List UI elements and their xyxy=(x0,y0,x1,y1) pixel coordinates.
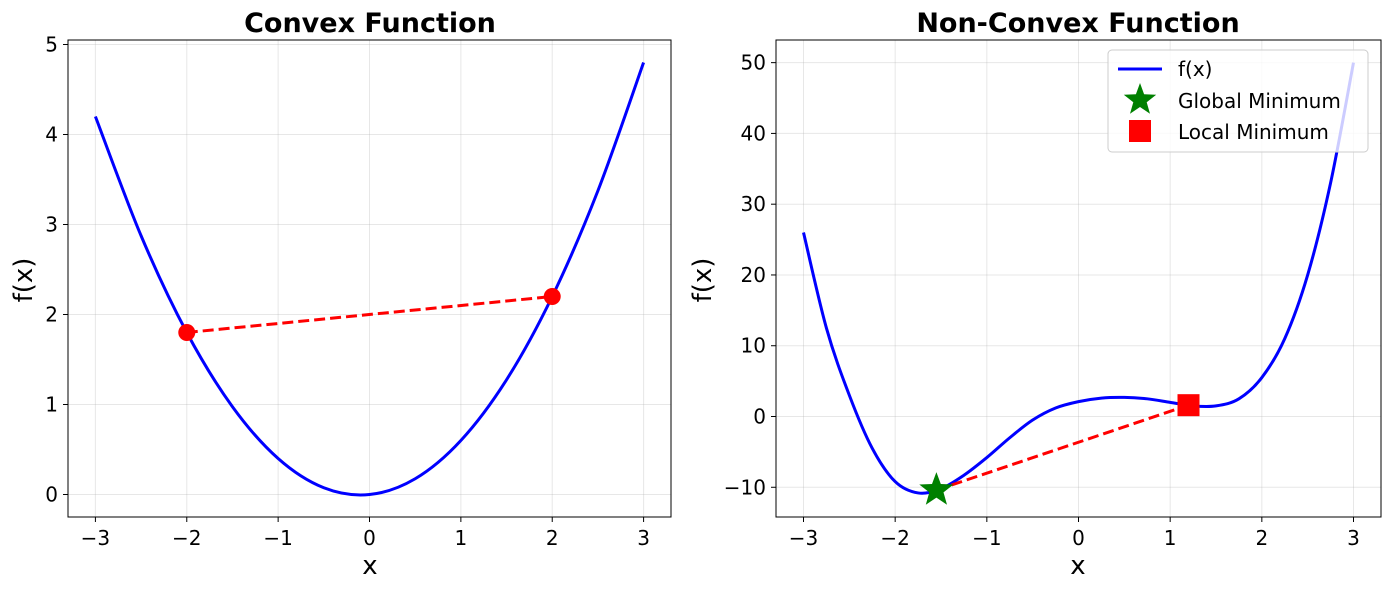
convex-y-tick-label: 5 xyxy=(45,33,58,57)
non-convex-x-tick-label: 0 xyxy=(1072,526,1085,550)
legend-label-global-minimum: Global Minimum xyxy=(1178,89,1341,113)
non-convex-y-ticks: −10 0 10 20 30 40 50 xyxy=(724,51,776,499)
legend-box xyxy=(1107,49,1369,153)
convex-chord-endpoint xyxy=(178,324,196,341)
convex-y-tick-label: 4 xyxy=(45,123,58,147)
non-convex-title: Non-Convex Function xyxy=(916,8,1239,39)
convex-x-tick-label: 3 xyxy=(637,526,650,550)
non-convex-x-ticks: −3 −2 −1 0 1 2 3 xyxy=(789,517,1360,550)
non-convex-chord-line xyxy=(935,403,1189,492)
non-convex-y-tick-label: −10 xyxy=(724,475,766,499)
convex-y-axis-label: f(x) xyxy=(9,258,39,303)
convex-x-tick-label: −2 xyxy=(172,526,201,550)
convex-x-tick-label: −1 xyxy=(263,526,292,550)
convex-y-tick-label: 3 xyxy=(45,213,58,237)
convex-x-tick-label: 0 xyxy=(363,526,376,550)
convex-x-tick-label: 1 xyxy=(454,526,467,550)
non-convex-y-tick-label: 0 xyxy=(753,405,766,429)
convex-y-tick-label: 0 xyxy=(45,483,58,507)
non-convex-y-tick-label: 10 xyxy=(741,334,766,358)
convex-x-ticks: −3 −2 −1 0 1 2 3 xyxy=(81,517,650,550)
local-minimum-square-marker xyxy=(1177,394,1200,417)
convex-x-tick-label: 2 xyxy=(546,526,559,550)
convex-chart: −3 −2 −1 0 1 2 3 0 1 2 3 4 5 Convex Function x f(x) xyxy=(9,8,672,581)
non-convex-y-tick-label: 20 xyxy=(741,263,766,287)
convex-y-ticks: 0 1 2 3 4 5 xyxy=(45,33,68,507)
non-convex-x-tick-label: −2 xyxy=(880,526,909,550)
convex-title: Convex Function xyxy=(244,8,496,39)
convex-plot-area xyxy=(94,61,646,497)
legend-label-local-minimum: Local Minimum xyxy=(1178,120,1329,144)
non-convex-x-tick-label: 2 xyxy=(1255,526,1268,550)
non-convex-x-tick-label: −3 xyxy=(789,526,818,550)
non-convex-legend: f(x) Global Minimum Local Minimum xyxy=(1107,49,1369,153)
non-convex-curve xyxy=(802,62,1355,495)
non-convex-y-tick-label: 30 xyxy=(741,192,766,216)
convex-chord-endpoint xyxy=(543,288,561,305)
convex-chord-line xyxy=(186,295,553,334)
legend-label-curve: f(x) xyxy=(1178,57,1212,81)
non-convex-plot-area xyxy=(802,62,1355,505)
legend-star-icon xyxy=(1123,83,1157,114)
non-convex-x-tick-label: 1 xyxy=(1164,526,1177,550)
non-convex-y-axis-label: f(x) xyxy=(688,258,718,303)
non-convex-x-tick-label: 3 xyxy=(1347,526,1360,550)
global-minimum-star-marker xyxy=(919,472,954,505)
convex-x-axis-label: x xyxy=(362,551,377,581)
non-convex-x-tick-label: −1 xyxy=(972,526,1001,550)
non-convex-y-tick-label: 50 xyxy=(741,51,766,75)
legend-square-icon xyxy=(1129,120,1151,142)
non-convex-x-axis-label: x xyxy=(1070,551,1085,581)
non-convex-y-tick-label: 40 xyxy=(741,121,766,145)
convex-grid xyxy=(68,40,671,517)
convex-x-tick-label: −3 xyxy=(81,526,110,550)
convex-y-tick-label: 2 xyxy=(45,303,58,327)
convex-curve xyxy=(94,61,646,497)
convex-y-tick-label: 1 xyxy=(45,393,58,417)
